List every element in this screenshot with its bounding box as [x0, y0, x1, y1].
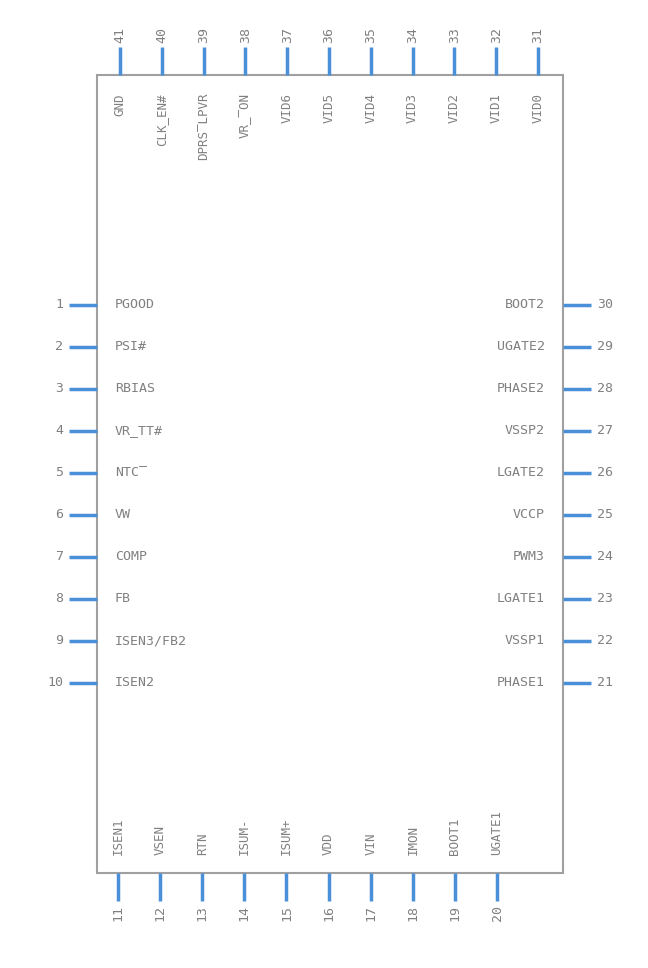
Text: 16: 16: [322, 905, 335, 921]
Text: 17: 17: [364, 905, 377, 921]
Text: BOOT2: BOOT2: [505, 298, 545, 312]
Text: VIN: VIN: [364, 832, 377, 855]
Text: 27: 27: [597, 425, 613, 438]
Text: 32: 32: [490, 27, 503, 43]
Text: GND: GND: [113, 93, 126, 115]
Text: 7: 7: [55, 551, 63, 563]
Text: ISEN2: ISEN2: [115, 677, 155, 689]
Text: 37: 37: [281, 27, 294, 43]
Text: NTC̅: NTC̅: [115, 467, 147, 479]
Text: VSSP1: VSSP1: [505, 634, 545, 648]
Bar: [97, 75, 563, 873]
Text: LGATE2: LGATE2: [497, 467, 545, 479]
Text: ISUM-: ISUM-: [238, 818, 251, 855]
Text: 24: 24: [597, 551, 613, 563]
Text: ISEN3/FB2: ISEN3/FB2: [115, 634, 187, 648]
Text: 13: 13: [196, 905, 209, 921]
Text: 9: 9: [55, 634, 63, 648]
Text: 5: 5: [55, 467, 63, 479]
Text: 18: 18: [406, 905, 419, 921]
Text: 28: 28: [597, 382, 613, 396]
Text: PHASE2: PHASE2: [497, 382, 545, 396]
Text: RBIAS: RBIAS: [115, 382, 155, 396]
Text: 10: 10: [47, 677, 63, 689]
Text: 11: 11: [111, 905, 124, 921]
Text: 21: 21: [597, 677, 613, 689]
Text: VDD: VDD: [322, 832, 335, 855]
Text: ISEN1: ISEN1: [111, 818, 124, 855]
Text: 15: 15: [280, 905, 293, 921]
Text: PHASE1: PHASE1: [497, 677, 545, 689]
Text: 2: 2: [55, 341, 63, 353]
Text: PGOOD: PGOOD: [115, 298, 155, 312]
Text: VID1: VID1: [490, 93, 503, 123]
Text: 29: 29: [597, 341, 613, 353]
Text: RTN: RTN: [196, 832, 209, 855]
Text: VR_̅ON: VR_̅ON: [239, 93, 252, 138]
Text: VID5: VID5: [323, 93, 336, 123]
Text: 35: 35: [364, 27, 377, 43]
Text: 41: 41: [113, 27, 126, 43]
Text: 22: 22: [597, 634, 613, 648]
Text: DPRS̅LPVR: DPRS̅LPVR: [197, 93, 210, 161]
Text: VID0: VID0: [531, 93, 544, 123]
Text: 38: 38: [239, 27, 252, 43]
Text: 20: 20: [491, 905, 503, 921]
Text: ISUM+: ISUM+: [280, 818, 293, 855]
Text: 4: 4: [55, 425, 63, 438]
Text: PWM3: PWM3: [513, 551, 545, 563]
Text: 30: 30: [597, 298, 613, 312]
Text: 39: 39: [197, 27, 210, 43]
Text: UGATE1: UGATE1: [491, 810, 503, 855]
Text: PSI#: PSI#: [115, 341, 147, 353]
Text: 33: 33: [448, 27, 461, 43]
Text: VSSP2: VSSP2: [505, 425, 545, 438]
Text: 1: 1: [55, 298, 63, 312]
Text: 25: 25: [597, 508, 613, 522]
Text: 36: 36: [323, 27, 336, 43]
Text: VSEN: VSEN: [154, 825, 167, 855]
Text: COMP: COMP: [115, 551, 147, 563]
Text: 8: 8: [55, 592, 63, 606]
Text: 26: 26: [597, 467, 613, 479]
Text: CLK_EN#: CLK_EN#: [156, 93, 168, 145]
Text: 19: 19: [448, 905, 461, 921]
Text: 12: 12: [154, 905, 167, 921]
Text: UGATE2: UGATE2: [497, 341, 545, 353]
Text: 14: 14: [238, 905, 251, 921]
Text: VCCP: VCCP: [513, 508, 545, 522]
Text: VR_TT#: VR_TT#: [115, 425, 163, 438]
Text: 31: 31: [531, 27, 544, 43]
Text: VID3: VID3: [406, 93, 419, 123]
Text: 6: 6: [55, 508, 63, 522]
Text: VW: VW: [115, 508, 131, 522]
Text: LGATE1: LGATE1: [497, 592, 545, 606]
Text: VID4: VID4: [364, 93, 377, 123]
Text: 3: 3: [55, 382, 63, 396]
Text: VID6: VID6: [281, 93, 294, 123]
Text: IMON: IMON: [406, 825, 419, 855]
Text: 23: 23: [597, 592, 613, 606]
Text: VID2: VID2: [448, 93, 461, 123]
Text: FB: FB: [115, 592, 131, 606]
Text: BOOT1: BOOT1: [448, 818, 461, 855]
Text: 34: 34: [406, 27, 419, 43]
Text: 40: 40: [156, 27, 168, 43]
